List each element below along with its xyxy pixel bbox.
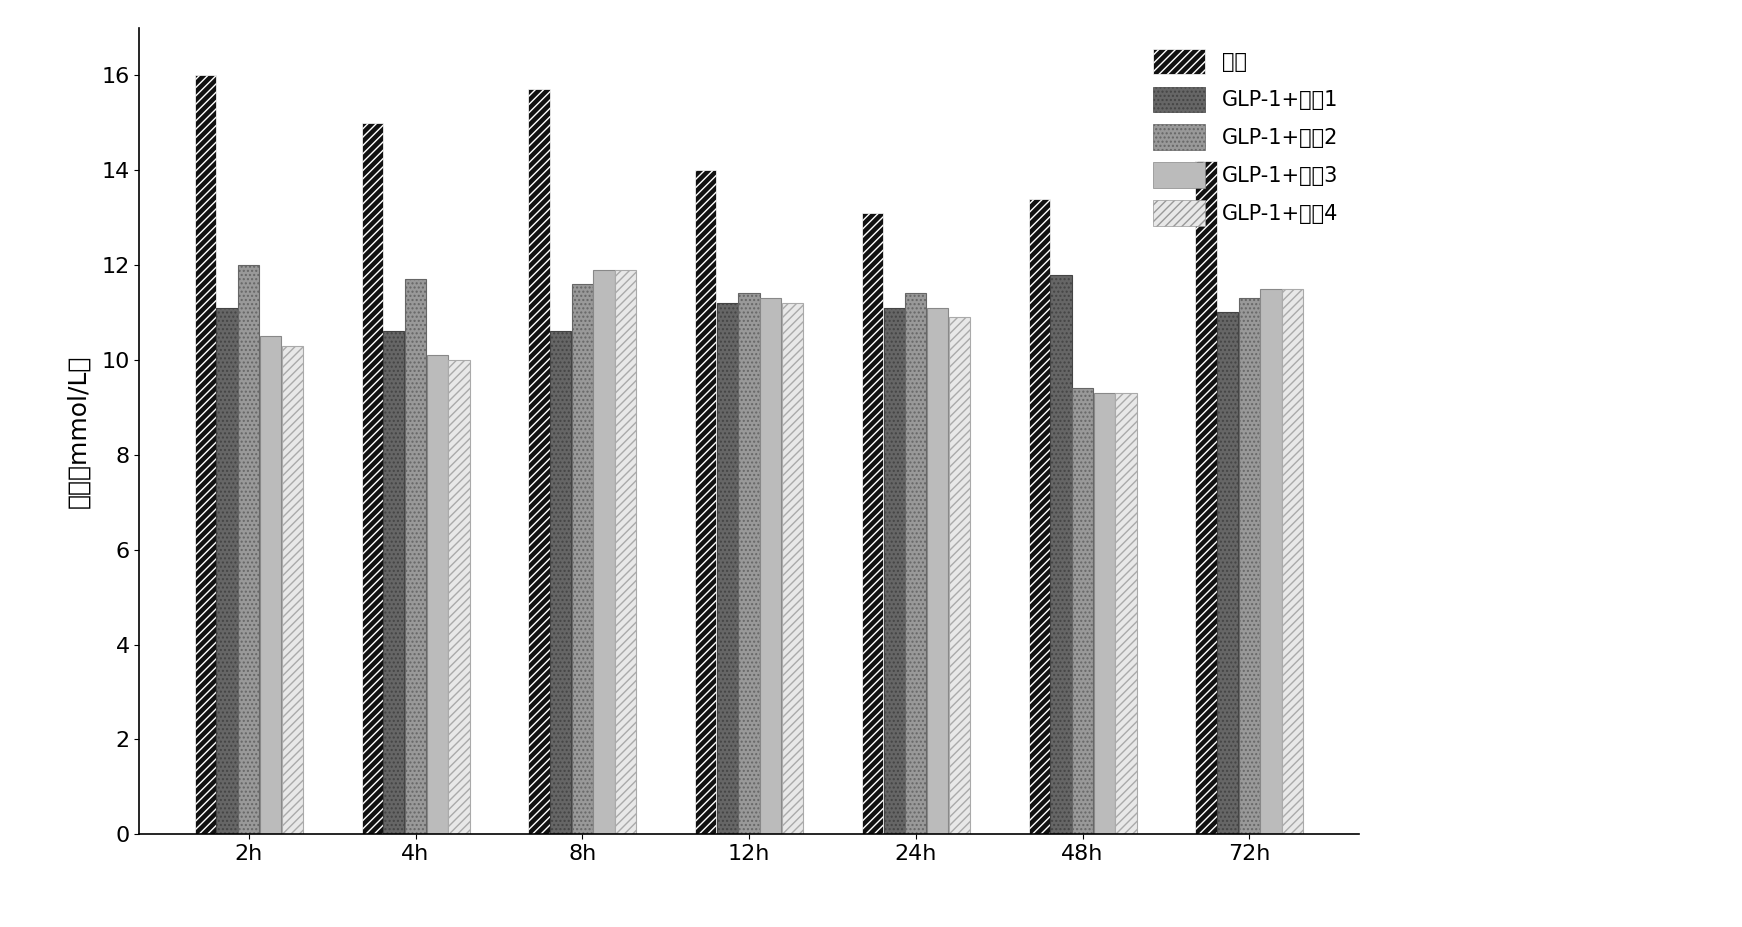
Legend: 对照, GLP-1+多肽1, GLP-1+多肽2, GLP-1+多肽3, GLP-1+多肽4: 对照, GLP-1+多肽1, GLP-1+多肽2, GLP-1+多肽3, GLP…: [1143, 38, 1348, 236]
Bar: [949, 317, 970, 834]
Bar: [906, 294, 927, 834]
Bar: [1028, 198, 1050, 834]
Bar: [550, 332, 571, 834]
Bar: [448, 360, 470, 834]
Bar: [1115, 393, 1136, 834]
Bar: [362, 122, 383, 834]
Bar: [528, 90, 549, 834]
Bar: [1282, 288, 1303, 834]
Bar: [1071, 388, 1094, 834]
Bar: [239, 265, 260, 834]
Bar: [1261, 288, 1282, 834]
Bar: [862, 213, 883, 834]
Bar: [1218, 312, 1239, 834]
Bar: [739, 294, 760, 834]
Bar: [883, 308, 904, 834]
Bar: [760, 298, 782, 834]
Bar: [282, 346, 303, 834]
Bar: [716, 303, 739, 834]
Bar: [427, 355, 448, 834]
Bar: [404, 279, 427, 834]
Bar: [782, 303, 803, 834]
Bar: [695, 171, 716, 834]
Bar: [1195, 160, 1216, 834]
Bar: [383, 332, 404, 834]
Bar: [195, 75, 216, 834]
Bar: [216, 308, 237, 834]
Bar: [615, 270, 636, 834]
Bar: [927, 308, 948, 834]
Bar: [571, 284, 592, 834]
Y-axis label: 血糖（mmol/L）: 血糖（mmol/L）: [66, 354, 91, 508]
Bar: [1094, 393, 1115, 834]
Bar: [1239, 298, 1259, 834]
Bar: [1050, 274, 1071, 834]
Bar: [260, 337, 280, 834]
Bar: [594, 270, 615, 834]
